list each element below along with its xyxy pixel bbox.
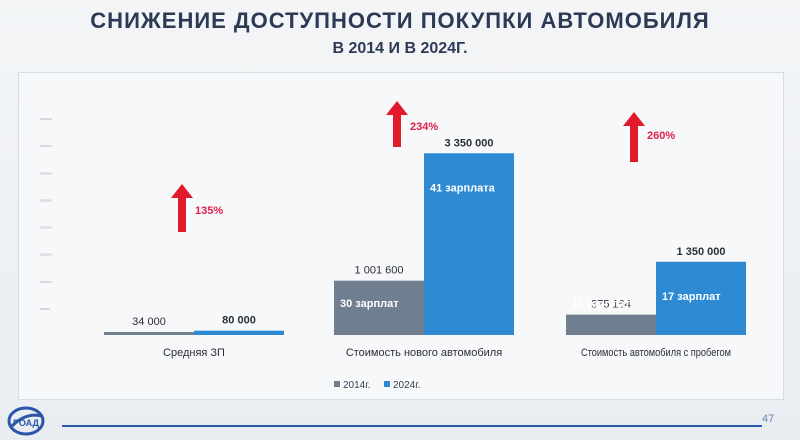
y-tick-label: 500000 <box>40 307 50 311</box>
footer-line <box>62 425 762 427</box>
bar-2014г. <box>566 314 656 335</box>
legend-label: 2024г. <box>393 380 420 391</box>
legend-swatch-2024 <box>384 381 390 387</box>
data-label: 34 000 <box>132 316 166 328</box>
logo-text: РОАД <box>13 418 39 428</box>
slide-subtitle: В 2014 И В 2024Г. <box>332 40 468 57</box>
data-label: 375 164 <box>591 299 631 311</box>
bar-2014г. <box>334 280 424 335</box>
y-tick-label: 3500000 <box>40 144 52 148</box>
growth-label: 135% <box>195 205 223 217</box>
y-tick-label: 3000000 <box>40 171 52 175</box>
y-tick-label: 2500000 <box>40 198 52 202</box>
growth-arrow-icon <box>171 184 193 232</box>
legend-label: 2014г. <box>343 380 370 391</box>
legend-swatch-2014 <box>334 381 340 387</box>
bar-inner-label: 11 зарплат <box>572 298 631 310</box>
data-label: 80 000 <box>222 315 256 327</box>
y-tick-label: 1000000 <box>40 280 52 284</box>
bar-2024г. <box>656 261 746 335</box>
bar-2024г. <box>194 330 284 335</box>
slide-title: СНИЖЕНИЕ ДОСТУПНОСТИ ПОКУПКИ АВТОМОБИЛЯ <box>90 8 710 33</box>
bar-2014г. <box>104 332 194 335</box>
category-label: Стоимость нового автомобиля <box>346 347 502 359</box>
road-logo-icon: РОАД <box>7 406 45 436</box>
y-tick-label: 2000000 <box>40 226 52 230</box>
growth-arrow-icon <box>623 112 645 162</box>
growth-label: 260% <box>647 130 675 142</box>
page-number: 47 <box>762 413 775 425</box>
data-label: 1 350 000 <box>677 246 726 258</box>
category-label: Средняя ЗП <box>163 347 225 359</box>
bar-2024г. <box>424 153 514 335</box>
data-label: 1 001 600 <box>355 265 404 277</box>
y-tick-label: 1500000 <box>40 253 52 257</box>
bar-inner-label: 17 зарплат <box>662 291 721 303</box>
y-tick-label: 4000000 <box>40 117 52 121</box>
growth-arrow-icon <box>386 101 408 147</box>
category-label: Стоимость автомобиля с пробегом <box>581 347 731 359</box>
bar-inner-label: 30 зарплат <box>340 298 399 310</box>
data-label: 3 350 000 <box>445 137 494 149</box>
bar-inner-label: 41 зарплата <box>430 182 496 194</box>
growth-label: 234% <box>410 121 438 133</box>
